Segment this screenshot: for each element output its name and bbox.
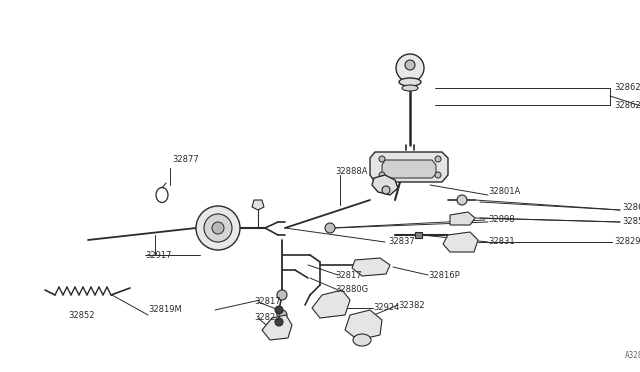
Text: 32880G: 32880G <box>335 285 368 295</box>
Circle shape <box>277 310 287 320</box>
Circle shape <box>435 156 441 162</box>
Text: 32861: 32861 <box>622 203 640 212</box>
Text: 32823: 32823 <box>254 314 280 323</box>
Text: 32877: 32877 <box>172 155 199 164</box>
Polygon shape <box>252 200 264 210</box>
Ellipse shape <box>353 334 371 346</box>
Polygon shape <box>382 160 436 178</box>
Polygon shape <box>345 310 382 340</box>
Text: 32831: 32831 <box>488 237 515 247</box>
Polygon shape <box>372 175 398 195</box>
Text: 32829: 32829 <box>614 237 640 247</box>
Circle shape <box>275 306 283 314</box>
Polygon shape <box>312 290 350 318</box>
Polygon shape <box>370 152 448 182</box>
Circle shape <box>325 223 335 233</box>
Circle shape <box>212 222 224 234</box>
Circle shape <box>382 186 390 194</box>
Circle shape <box>405 60 415 70</box>
Text: 32816P: 32816P <box>428 270 460 279</box>
Ellipse shape <box>402 85 418 91</box>
Circle shape <box>196 206 240 250</box>
Text: 32924: 32924 <box>373 304 399 312</box>
Polygon shape <box>262 315 292 340</box>
Polygon shape <box>443 232 478 252</box>
Text: 32917: 32917 <box>145 251 172 260</box>
Text: 32862: 32862 <box>614 83 640 93</box>
Polygon shape <box>352 258 390 276</box>
Text: 32382: 32382 <box>398 301 424 310</box>
Text: 32817: 32817 <box>254 298 280 307</box>
Polygon shape <box>415 232 422 238</box>
Circle shape <box>379 172 385 178</box>
Circle shape <box>396 54 424 82</box>
Circle shape <box>457 195 467 205</box>
Text: 32850: 32850 <box>622 218 640 227</box>
Circle shape <box>275 318 283 326</box>
Text: 32852: 32852 <box>68 311 95 320</box>
Text: 32888A: 32888A <box>335 167 367 176</box>
Text: 32819M: 32819M <box>148 305 182 314</box>
Circle shape <box>204 214 232 242</box>
Polygon shape <box>450 212 475 225</box>
Circle shape <box>277 290 287 300</box>
Circle shape <box>435 172 441 178</box>
Text: 32801A: 32801A <box>488 187 520 196</box>
Ellipse shape <box>399 78 421 86</box>
Circle shape <box>379 156 385 162</box>
Text: 32862F: 32862F <box>614 100 640 109</box>
Text: 32817: 32817 <box>335 270 362 279</box>
Text: 32898: 32898 <box>488 215 515 224</box>
Text: A328C0087: A328C0087 <box>625 351 640 360</box>
Text: 32837: 32837 <box>388 237 415 247</box>
